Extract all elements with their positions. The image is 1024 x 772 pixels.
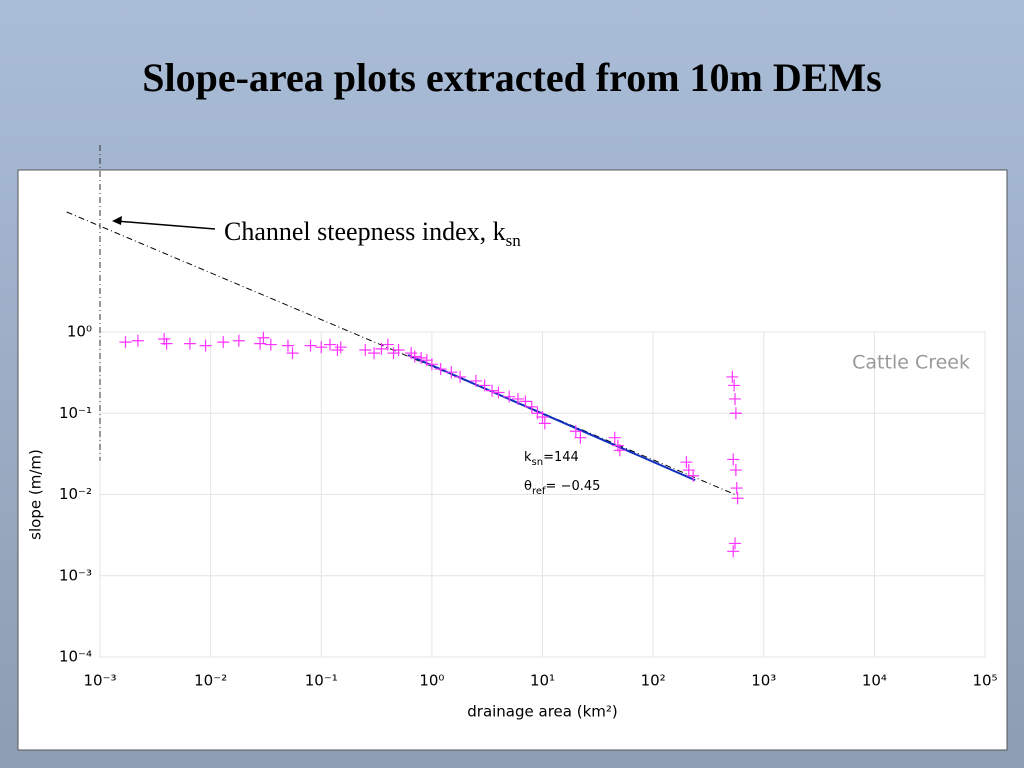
- point: [687, 469, 700, 482]
- x-tick-label: 10⁻²: [194, 672, 227, 690]
- fit-line: [407, 354, 696, 482]
- point: [454, 370, 467, 383]
- callout-arrowhead: [112, 216, 122, 225]
- x-axis-label: drainage area (km²): [467, 703, 618, 721]
- point: [217, 336, 230, 349]
- point: [445, 366, 458, 379]
- point: [729, 392, 742, 405]
- callout-arrow: [115, 220, 216, 230]
- point: [569, 425, 582, 438]
- point: [368, 347, 381, 360]
- point: [387, 347, 400, 360]
- point: [525, 400, 538, 413]
- point: [257, 331, 270, 344]
- point: [131, 334, 144, 347]
- point: [486, 384, 499, 397]
- point: [729, 537, 742, 550]
- annotation: ksn=144: [524, 450, 579, 469]
- point: [730, 482, 743, 495]
- annotation: Cattle Creek: [852, 352, 970, 374]
- point: [381, 338, 394, 351]
- point: [727, 545, 740, 558]
- annotation-rest: =144: [543, 450, 579, 465]
- x-tick-label: 10⁰: [419, 672, 444, 690]
- annotation-sub: ref: [532, 486, 546, 497]
- point: [199, 339, 212, 352]
- annotation-text: k: [524, 450, 532, 465]
- point: [727, 453, 740, 466]
- point: [375, 342, 388, 355]
- point: [232, 334, 245, 347]
- point: [264, 338, 277, 351]
- point: [469, 374, 482, 387]
- point: [334, 341, 347, 354]
- point: [324, 338, 337, 351]
- y-tick-label: 10⁻⁴: [59, 648, 92, 666]
- x-tick-label: 10³: [751, 672, 776, 690]
- point: [503, 390, 516, 403]
- y-tick-label: 10⁻²: [59, 485, 92, 503]
- slide-title: Slope-area plots extracted from 10m DEMs: [142, 55, 882, 100]
- point: [611, 439, 624, 452]
- y-tick-label: 10⁰: [67, 323, 92, 341]
- point: [536, 410, 549, 423]
- point: [183, 337, 196, 350]
- point: [728, 379, 741, 392]
- annotation-rest: = −0.45: [546, 479, 601, 494]
- x-tick-label: 10⁴: [862, 672, 887, 690]
- x-tick-label: 10²: [641, 672, 666, 690]
- callout: Channel steepness index, ksn: [224, 217, 521, 250]
- point: [538, 417, 551, 430]
- point: [434, 363, 447, 376]
- point: [304, 339, 317, 352]
- point: [613, 444, 626, 457]
- point: [286, 347, 299, 360]
- point: [680, 456, 693, 469]
- point: [359, 344, 372, 357]
- point: [408, 350, 421, 363]
- point: [160, 337, 173, 350]
- point: [729, 464, 742, 477]
- point: [331, 344, 344, 357]
- x-tick-label: 10⁵: [972, 672, 997, 690]
- y-axis-label: slope (m/m): [27, 449, 45, 540]
- point: [574, 431, 587, 444]
- point: [415, 351, 428, 364]
- callout-sub: sn: [506, 231, 522, 250]
- annotation-text: θ: [524, 479, 532, 494]
- fit-line: [66, 211, 736, 495]
- point: [511, 392, 524, 405]
- annotation-sub: sn: [532, 457, 544, 468]
- callout-text: Channel steepness index, k: [224, 217, 506, 246]
- point: [478, 379, 491, 392]
- point: [731, 492, 744, 505]
- point: [608, 431, 621, 444]
- x-tick-label: 10⁻¹: [305, 672, 338, 690]
- x-tick-label: 10⁻³: [83, 672, 116, 690]
- plot: 10⁻³ 10⁻² 10⁻¹ 10⁰ 10¹ 10² 10³ 10⁴ 10⁵ 10⁻⁴ 10⁻³ 10…: [27, 145, 998, 721]
- point: [492, 386, 505, 399]
- y-tick-label: 10⁻³: [59, 566, 92, 584]
- point: [519, 395, 532, 408]
- point: [119, 336, 132, 349]
- y-tick-label: 10⁻¹: [59, 404, 92, 422]
- point: [281, 339, 294, 352]
- point: [315, 341, 328, 354]
- point: [425, 358, 438, 371]
- point: [392, 344, 405, 357]
- annotation: θref= −0.45: [524, 479, 600, 498]
- point: [729, 407, 742, 420]
- x-tick-label: 10¹: [530, 672, 555, 690]
- point: [254, 337, 267, 350]
- point: [726, 370, 739, 383]
